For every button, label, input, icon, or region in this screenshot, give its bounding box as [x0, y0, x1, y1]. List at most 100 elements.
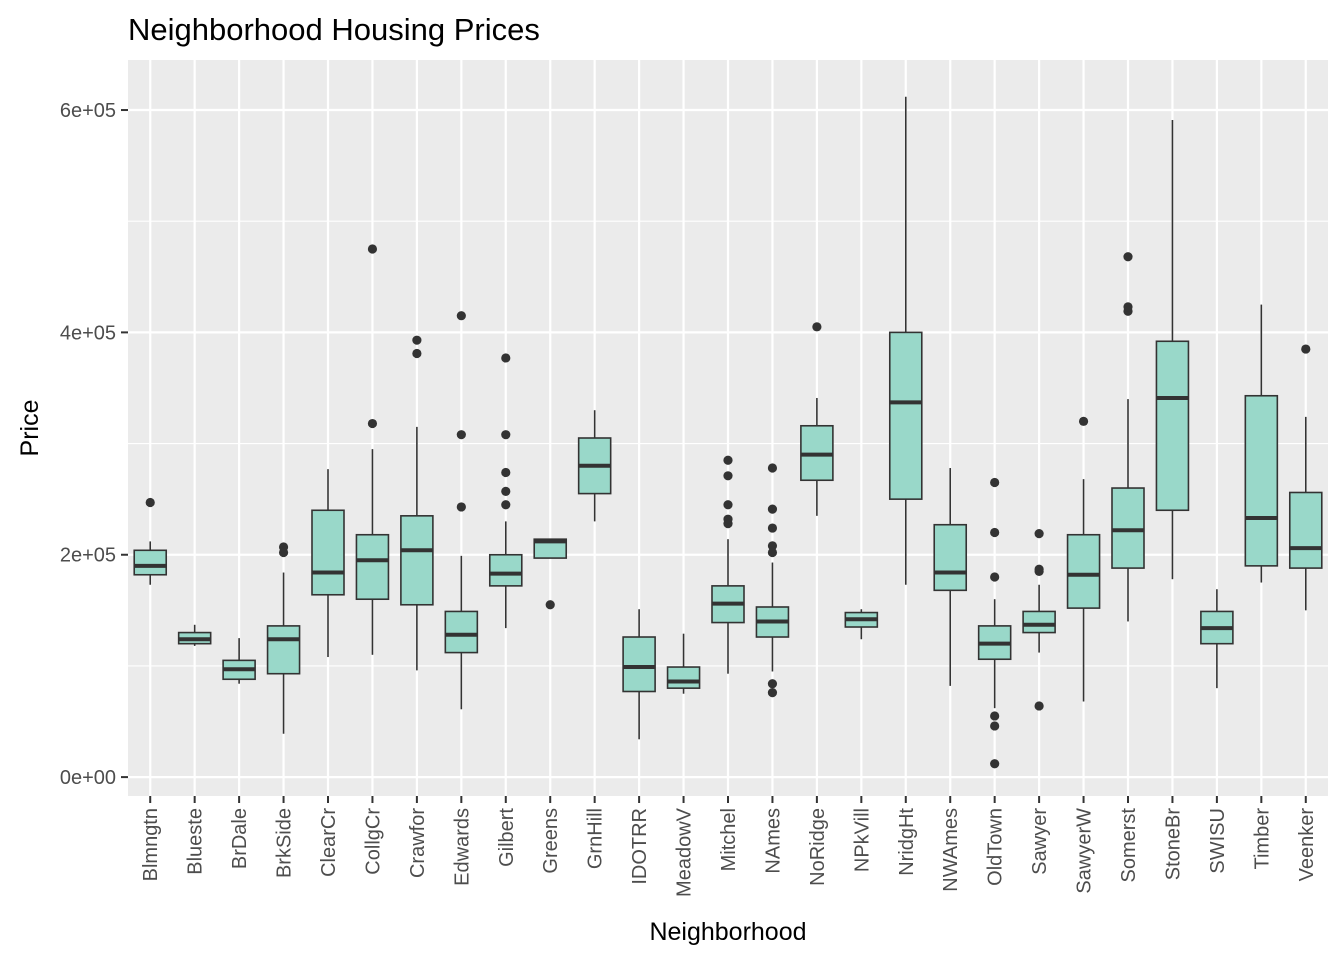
x-tick-label: Greens — [540, 808, 562, 874]
x-tick-label: StoneBr — [1162, 808, 1184, 881]
outlier-point — [1078, 416, 1089, 426]
x-axis-title: Neighborhood — [649, 918, 806, 946]
box-sawyer — [1022, 529, 1056, 711]
box-iqr — [266, 625, 301, 675]
outlier-point — [723, 471, 733, 481]
box-iqr — [1022, 610, 1056, 634]
box-iqr — [444, 610, 479, 654]
x-tick-label: BrkSide — [274, 808, 296, 878]
outlier-point — [145, 497, 155, 508]
outlier-point — [1034, 701, 1044, 711]
y-tick-label: 0e+00 — [60, 767, 116, 789]
x-tick-label: CollgCr — [362, 808, 384, 875]
outlier-point — [456, 430, 466, 440]
outlier-point — [767, 523, 778, 533]
outlier-point — [367, 244, 378, 254]
box-brdale — [222, 638, 256, 684]
outlier-point — [501, 430, 511, 440]
outlier-point — [990, 527, 1000, 538]
outlier-point — [412, 348, 422, 359]
box-sawyerw — [1066, 416, 1101, 702]
box-iqr — [1155, 340, 1190, 512]
box-iqr — [888, 331, 923, 500]
box-grnhill — [577, 410, 612, 522]
outlier-point — [990, 721, 1000, 731]
x-axis: Blmngtn Blueste BrDale BrkSide ClearCr CollgC… — [140, 796, 1318, 897]
box-greens — [533, 538, 568, 610]
outlier-point — [767, 688, 778, 698]
x-tick-label: SawyerW — [1074, 808, 1096, 894]
box-collgcr — [355, 244, 390, 655]
outlier-point — [767, 541, 778, 551]
outlier-point — [1123, 252, 1133, 262]
y-tick-label: 6e+05 — [60, 100, 116, 122]
outlier-point — [501, 500, 511, 510]
box-npkvill — [844, 609, 879, 640]
outlier-point — [990, 477, 1000, 488]
box-nridght — [888, 96, 923, 585]
box-iqr — [933, 523, 968, 592]
chart-title: Neighborhood Housing Prices — [128, 12, 540, 47]
box-names — [755, 463, 790, 698]
x-tick-label: GrnHill — [585, 808, 607, 869]
outlier-point — [990, 572, 1000, 582]
box-iqr — [133, 549, 168, 576]
outlier-point — [1034, 564, 1044, 574]
outlier-point — [501, 486, 511, 496]
box-blueste — [177, 624, 212, 646]
box-iqr — [622, 636, 656, 693]
x-tick-label: NoRidge — [807, 808, 829, 886]
x-tick-label: Crawfor — [407, 808, 429, 878]
outlier-point — [990, 711, 1000, 721]
box-somerst — [1111, 252, 1145, 622]
box-noridge — [800, 322, 834, 516]
x-tick-label: Gilbert — [496, 808, 518, 867]
box-meadowv — [666, 633, 701, 694]
box-iqr — [311, 509, 345, 596]
y-tick-label: 2e+05 — [60, 545, 116, 567]
box-iqr — [666, 666, 701, 689]
x-tick-label: ClearCr — [318, 808, 340, 877]
outlier-point — [767, 679, 778, 689]
box-timber — [1244, 304, 1279, 583]
box-iqr — [533, 538, 568, 559]
outlier-point — [812, 322, 822, 332]
outlier-point — [501, 467, 511, 478]
x-tick-label: OldTown — [985, 808, 1007, 886]
outlier-point — [456, 502, 466, 512]
box-iqr — [488, 553, 523, 587]
outlier-point — [723, 500, 733, 510]
box-stonebr — [1155, 120, 1190, 580]
outlier-point — [767, 547, 778, 558]
outlier-point — [723, 514, 733, 524]
x-tick-label: SWISU — [1207, 808, 1229, 874]
x-tick-label: Mitchel — [718, 808, 740, 871]
x-tick-label: Veenker — [1296, 808, 1318, 882]
x-tick-label: IDOTRR — [629, 808, 651, 885]
outlier-point — [545, 600, 555, 610]
outlier-point — [1301, 344, 1311, 354]
box-iqr — [1244, 394, 1279, 567]
outlier-point — [990, 759, 1000, 769]
box-iqr — [1288, 491, 1323, 569]
outlier-point — [501, 353, 511, 363]
box-series — [133, 96, 1323, 769]
box-edwards — [444, 311, 479, 710]
box-oldtown — [977, 477, 1012, 769]
box-veenker — [1288, 344, 1323, 611]
x-tick-label: Sawyer — [1029, 808, 1051, 875]
x-tick-label: NPkVill — [851, 808, 873, 872]
box-idotrr — [622, 609, 656, 740]
outlier-point — [767, 504, 778, 514]
x-tick-label: MeadowV — [674, 807, 696, 897]
box-clearcr — [311, 469, 345, 658]
x-tick-label: Timber — [1251, 808, 1273, 870]
y-axis: 0e+00 2e+05 4e+05 6e+05 — [60, 100, 128, 789]
box-crawfor — [400, 335, 434, 671]
box-nwames — [933, 468, 968, 686]
x-tick-label: Somerst — [1118, 808, 1140, 883]
x-tick-label: NAmes — [762, 808, 784, 874]
box-brkside — [266, 542, 301, 734]
box-iqr — [1111, 487, 1145, 569]
